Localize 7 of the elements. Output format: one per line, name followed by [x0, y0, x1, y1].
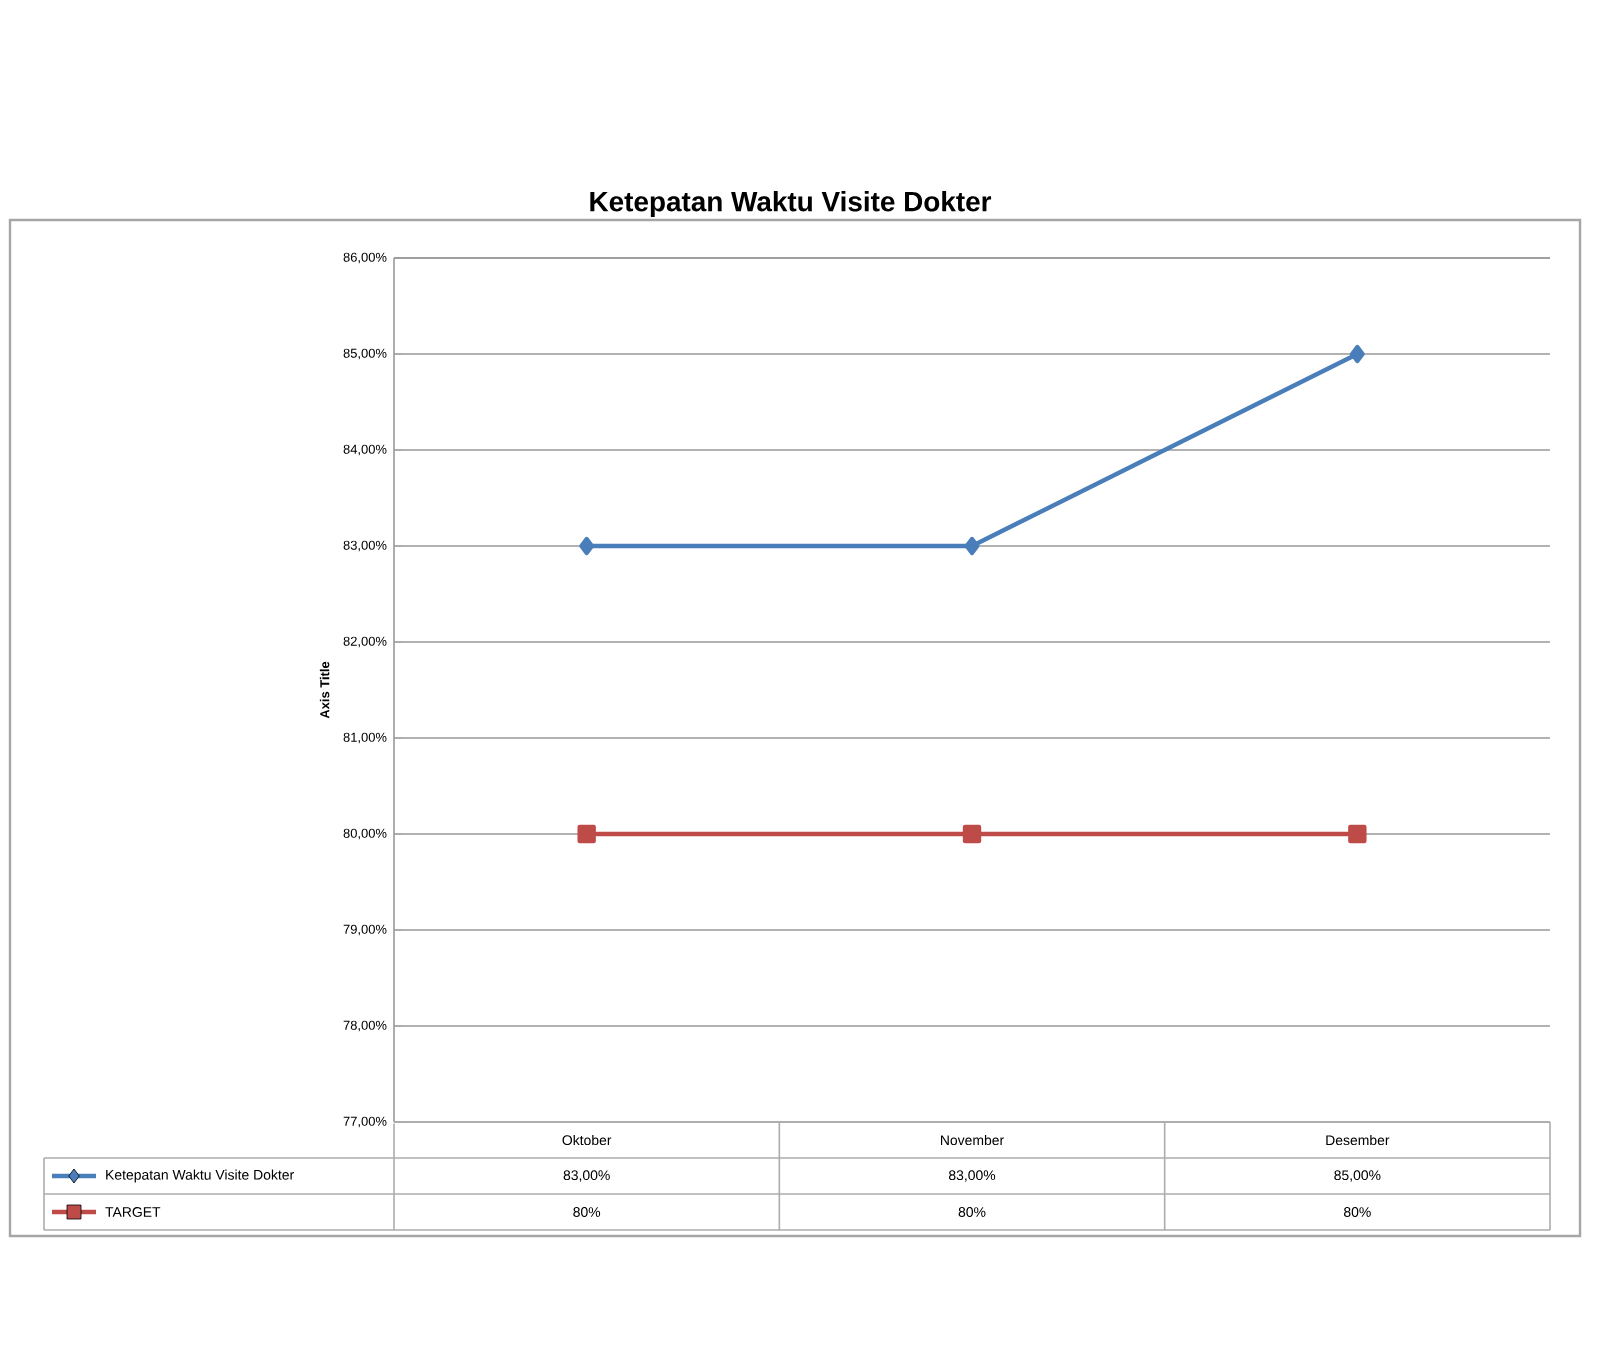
point [579, 536, 595, 556]
chart-title: Ketepatan Waktu Visite Dokter [590, 190, 992, 217]
point [1349, 344, 1365, 364]
point [964, 536, 980, 556]
point [577, 824, 596, 844]
point [1348, 824, 1367, 844]
point [962, 824, 982, 844]
